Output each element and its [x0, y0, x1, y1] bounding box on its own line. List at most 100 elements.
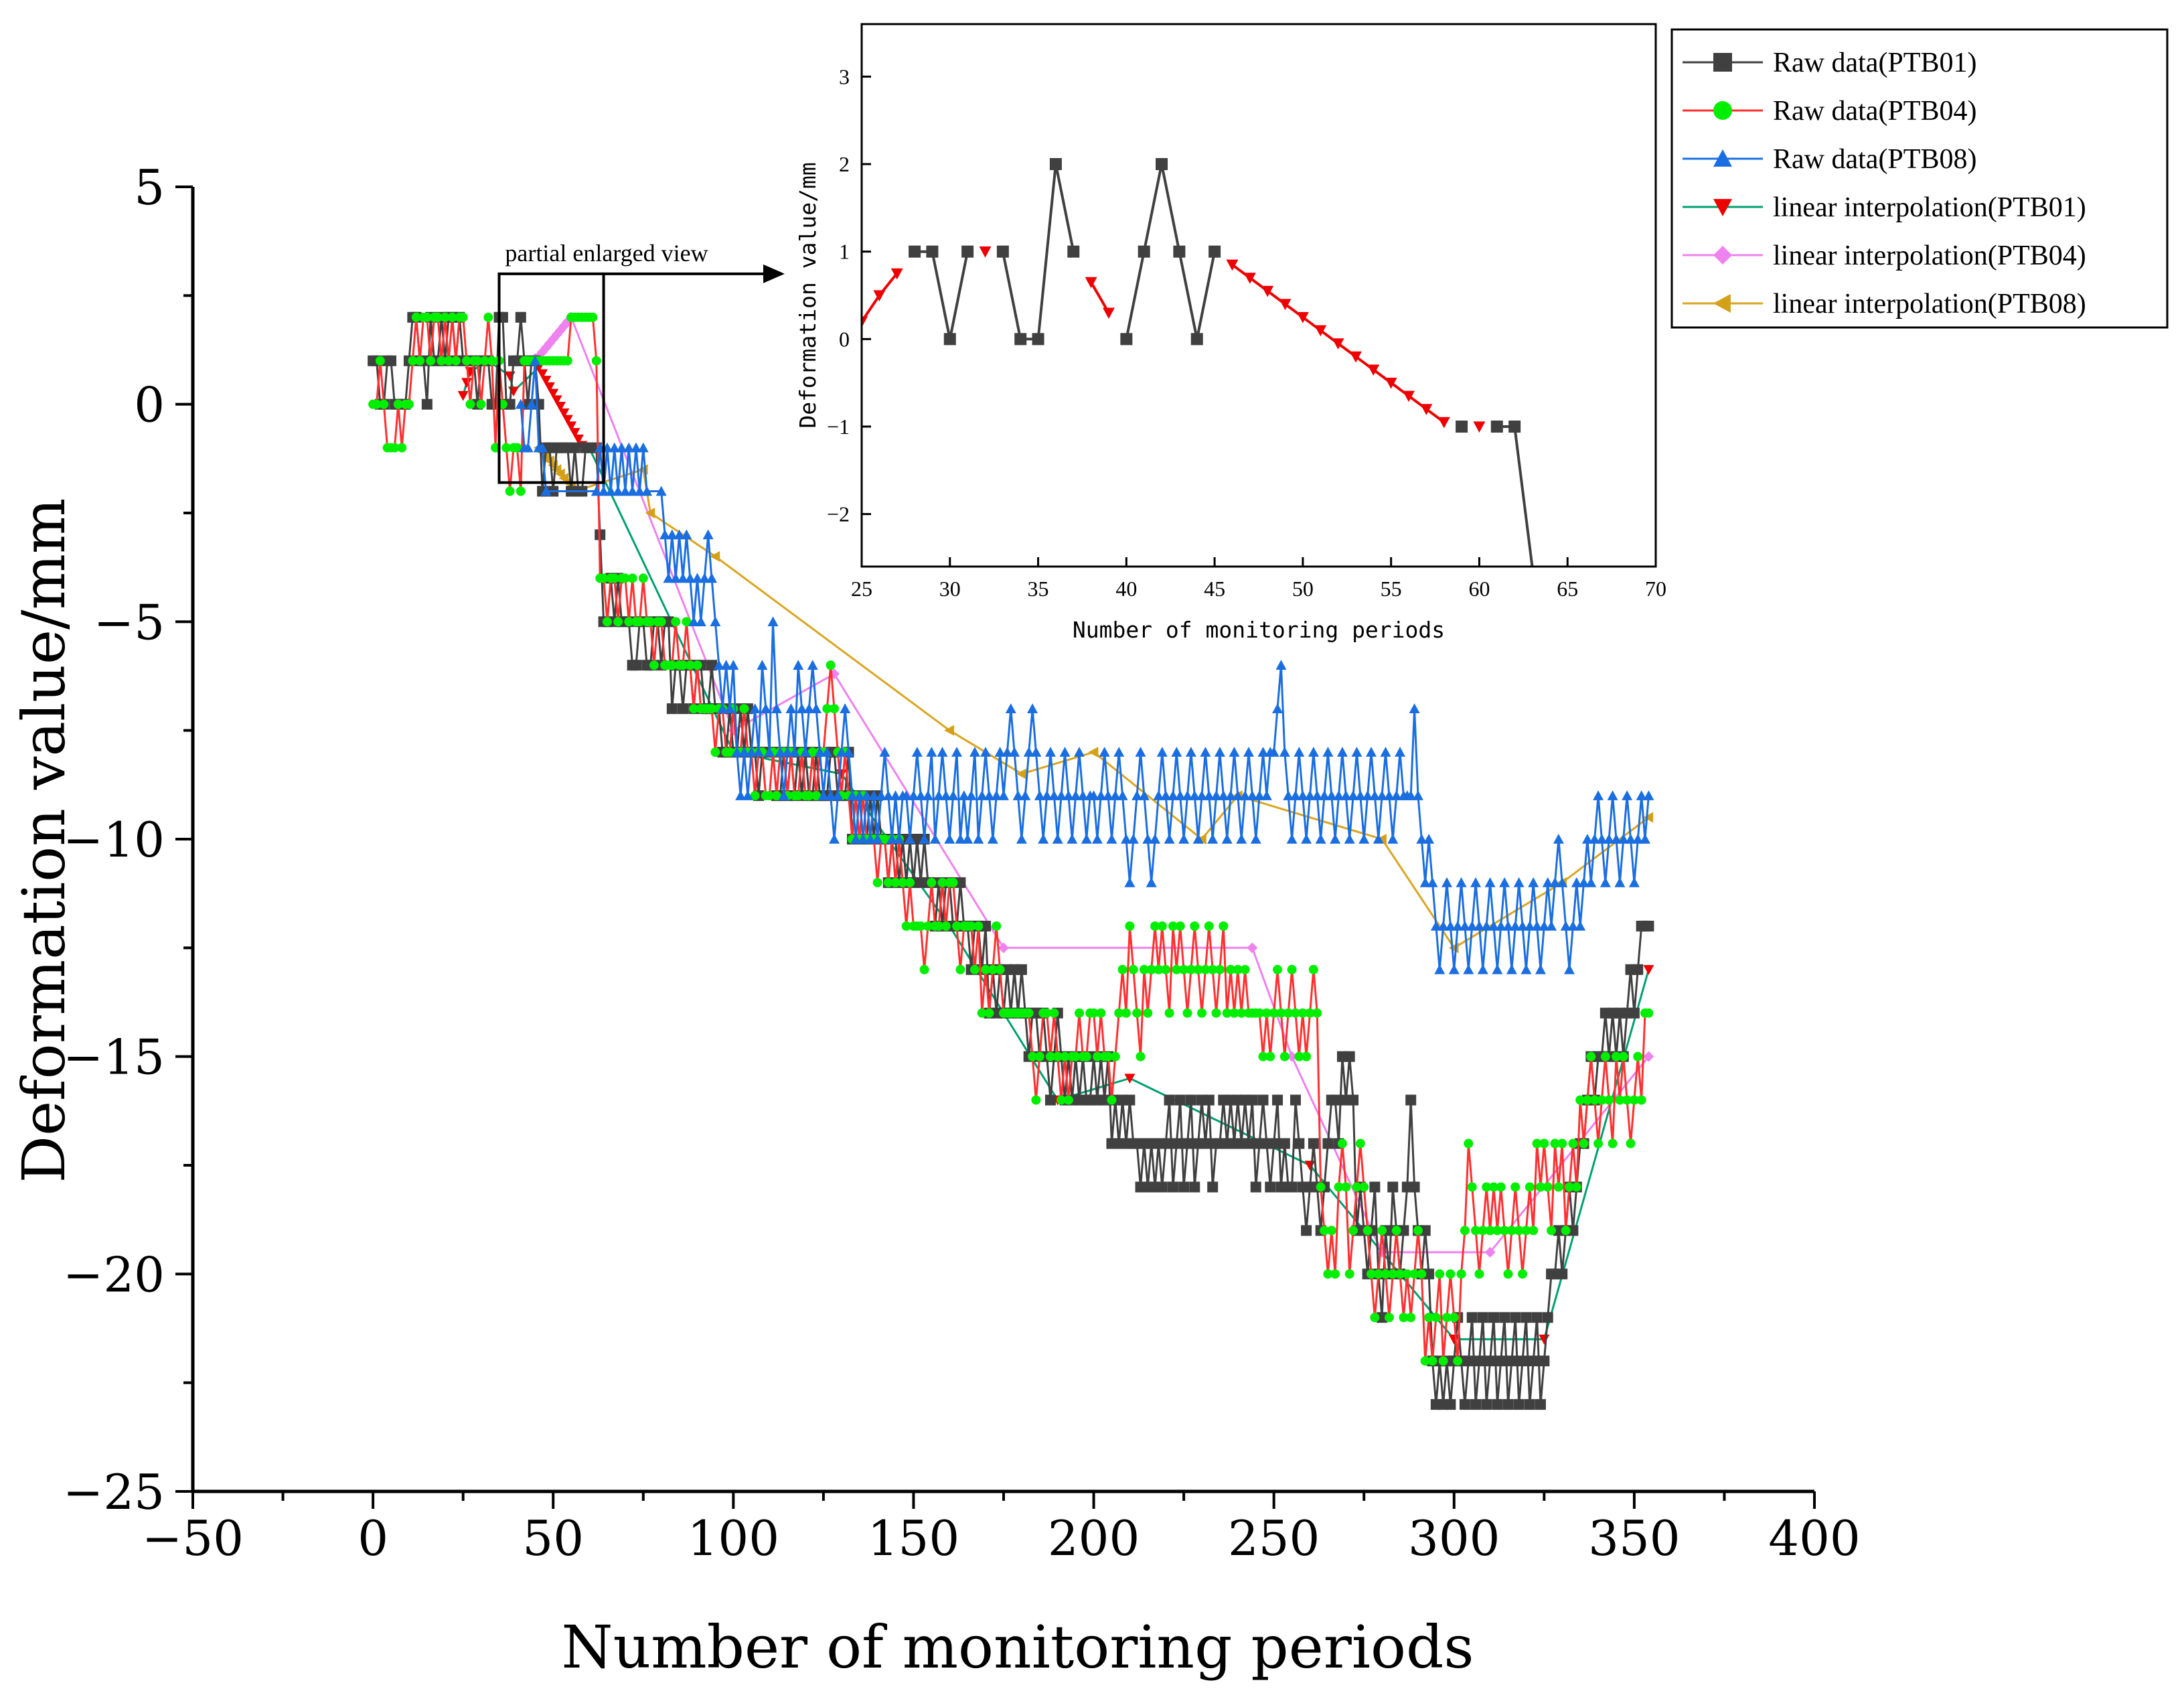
point-raw-data-ptb08-99: [929, 834, 941, 844]
point-raw-data-ptb01-351: [1632, 964, 1644, 975]
point-raw-data-ptb04-287: [1402, 1269, 1412, 1279]
point-raw-data-ptb08-254: [1488, 920, 1499, 931]
point-raw-data-ptb04-31: [479, 356, 489, 366]
inset-y-tick-label: 0: [839, 327, 850, 351]
point-raw-data-ptb04-188: [1045, 1051, 1055, 1061]
point-raw-data-ptb08-253: [1484, 877, 1496, 887]
point-raw-data-ptb08-114: [984, 790, 995, 800]
point-raw-data-ptb04-74: [635, 617, 645, 627]
point-raw-data-ptb08-92: [905, 834, 916, 844]
legend: Raw data(PTB01) Raw data(PTB04) Raw data(P…: [1670, 28, 2169, 329]
point-raw-data-ptb01-314: [1499, 1312, 1510, 1323]
point-raw-data-ptb08-63: [799, 747, 811, 757]
inset-point-raw-data-ptb01-0-3: [961, 245, 974, 258]
point-raw-data-ptb08-147: [1103, 790, 1114, 800]
point-raw-data-ptb04-148: [901, 921, 911, 931]
point-raw-data-ptb04-6: [390, 443, 400, 453]
point-linear-interpolation-ptb01-7: [537, 369, 548, 380]
point-raw-data-ptb08-70: [825, 790, 836, 800]
inset-point-raw-data-ptb01-4-1: [1508, 420, 1521, 433]
x-tick-label: 0: [358, 1510, 388, 1566]
point-raw-data-ptb08-217: [1354, 790, 1366, 800]
point-raw-data-ptb04-285: [1395, 1269, 1405, 1279]
point-raw-data-ptb08-236: [1423, 834, 1435, 844]
point-raw-data-ptb01-94: [706, 660, 718, 671]
inset-x-tick-label: 30: [939, 577, 961, 601]
inset-point-linear-interpolation-ptb01-3-5: [1314, 325, 1327, 337]
point-raw-data-ptb04-204: [1103, 1051, 1113, 1061]
point-raw-data-ptb04-80: [656, 617, 666, 627]
point-raw-data-ptb04-21: [444, 356, 454, 366]
point-raw-data-ptb04-294: [1427, 1356, 1437, 1366]
point-raw-data-ptb04-299: [1446, 1269, 1456, 1279]
point-raw-data-ptb04-89: [689, 704, 699, 714]
point-raw-data-ptb08-58: [782, 747, 793, 757]
point-raw-data-ptb08-104: [947, 790, 959, 800]
point-raw-data-ptb08-213: [1340, 790, 1352, 800]
point-raw-data-ptb04-222: [1168, 921, 1178, 931]
point-raw-data-ptb04-94: [707, 704, 717, 714]
point-raw-data-ptb04-127: [826, 660, 836, 670]
inset-x-tick-label: 65: [1557, 577, 1578, 601]
point-raw-data-ptb08-88: [890, 790, 901, 800]
point-raw-data-ptb04-350: [1629, 1095, 1639, 1105]
point-raw-data-ptb08-7: [540, 486, 552, 496]
point-linear-interpolation-ptb04-13: [998, 942, 1009, 954]
point-raw-data-ptb04-297: [1438, 1356, 1448, 1366]
point-raw-data-ptb08-39: [713, 660, 724, 670]
point-raw-data-ptb04-239: [1229, 1008, 1239, 1018]
point-raw-data-ptb08-246: [1459, 920, 1470, 931]
series-raw-data-ptb04: [368, 312, 1654, 1366]
inset-point-raw-data-ptb01-1-4: [1067, 245, 1080, 258]
point-raw-data-ptb08-187: [1247, 790, 1258, 800]
point-raw-data-ptb01-318: [1513, 1399, 1525, 1410]
point-raw-data-ptb08-270: [1546, 920, 1557, 931]
point-raw-data-ptb08-96: [919, 834, 930, 844]
point-raw-data-ptb01-315: [1502, 1399, 1514, 1410]
point-raw-data-ptb08-158: [1142, 834, 1154, 844]
point-raw-data-ptb04-354: [1644, 1008, 1654, 1018]
point-raw-data-ptb04-155: [927, 877, 937, 887]
point-raw-data-ptb08-91: [901, 790, 912, 800]
point-raw-data-ptb04-187: [1042, 1008, 1052, 1018]
point-raw-data-ptb04-154: [923, 921, 933, 931]
point-linear-interpolation-ptb01-14: [562, 415, 573, 425]
point-raw-data-ptb04-272: [1348, 1226, 1358, 1236]
inset-y-tick-label: −2: [827, 502, 850, 526]
point-raw-data-ptb04-236: [1219, 921, 1229, 931]
point-raw-data-ptb04-226: [1182, 1008, 1192, 1018]
point-raw-data-ptb08-243: [1448, 964, 1460, 974]
point-raw-data-ptb04-75: [638, 573, 648, 583]
inset-axes-layer: 25 30 35 40 45 50 55 60 65 70 3 2 1 0 −1 −2: [827, 23, 1666, 601]
point-raw-data-ptb04-112: [771, 791, 781, 801]
point-raw-data-ptb08-47: [742, 790, 753, 800]
point-raw-data-ptb04-252: [1276, 1008, 1286, 1018]
inset-point-raw-data-ptb01-2-1: [1138, 245, 1150, 258]
point-raw-data-ptb08-62: [796, 703, 807, 713]
inset-point-linear-interpolation-ptb01-3-11: [1420, 404, 1433, 415]
point-raw-data-ptb04-248: [1261, 1008, 1271, 1018]
point-raw-data-ptb01-306: [1470, 1399, 1482, 1410]
legend-label: Raw data(PTB04): [1773, 96, 1976, 127]
inset-point-raw-data-ptb01-0-2: [943, 333, 956, 346]
point-raw-data-ptb01-316: [1506, 1355, 1517, 1367]
point-raw-data-ptb04-78: [649, 660, 659, 670]
point-raw-data-ptb08-25: [663, 573, 674, 583]
point-raw-data-ptb04-346: [1615, 1095, 1625, 1105]
point-raw-data-ptb04-126: [822, 704, 832, 714]
point-raw-data-ptb08-136: [1063, 790, 1074, 800]
inset-point-raw-data-ptb01-1-2: [1032, 333, 1044, 346]
point-raw-data-ptb04-18: [433, 312, 443, 322]
point-raw-data-ptb04-20: [440, 312, 450, 322]
point-raw-data-ptb01-38: [504, 398, 516, 410]
point-raw-data-ptb08-169: [1182, 790, 1193, 800]
inset-point-linear-interpolation-ptb01-2-0: [1085, 277, 1097, 289]
point-raw-data-ptb04-30: [476, 399, 486, 409]
point-raw-data-ptb01-321: [1524, 1399, 1535, 1410]
point-raw-data-ptb08-85: [879, 747, 890, 757]
point-raw-data-ptb04-140: [872, 877, 882, 887]
point-raw-data-ptb01-280: [1377, 1312, 1388, 1323]
point-raw-data-ptb04-312: [1492, 1226, 1502, 1236]
point-raw-data-ptb04-143: [883, 877, 893, 887]
point-raw-data-ptb04-296: [1435, 1269, 1445, 1279]
